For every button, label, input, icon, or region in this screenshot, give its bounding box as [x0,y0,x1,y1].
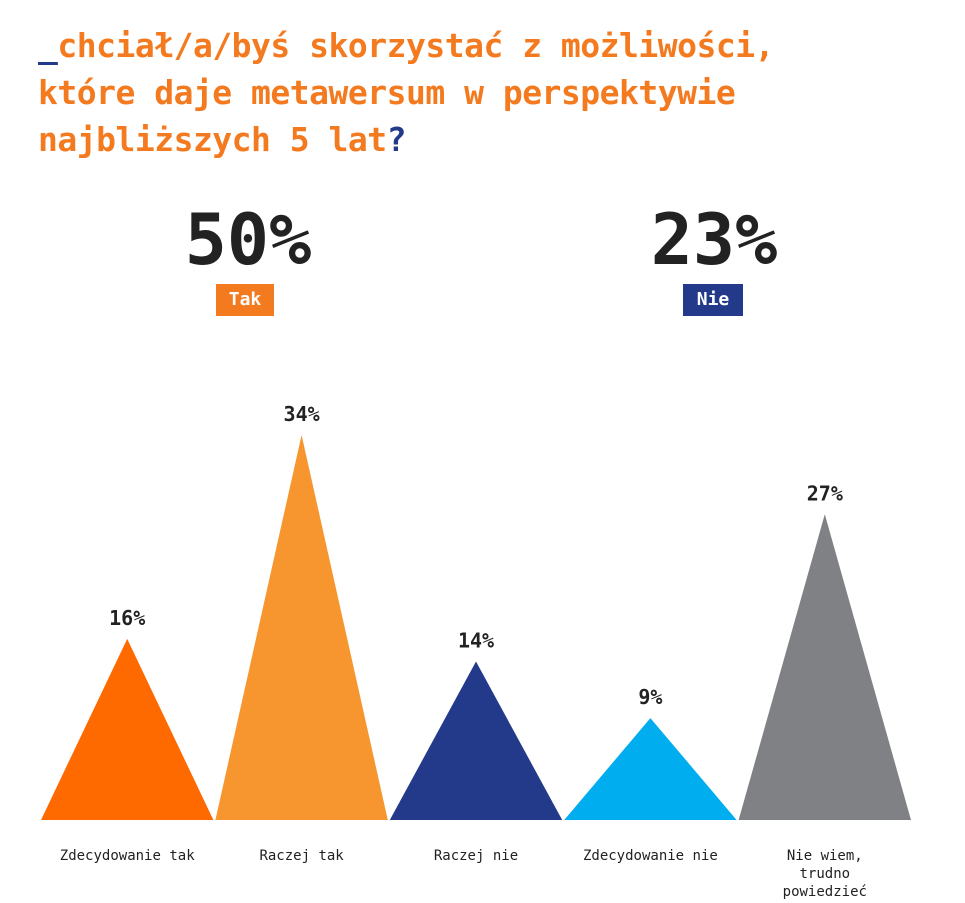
triangle-bar-1 [41,638,214,820]
title-line-2: które daje metawersum w perspektywie [38,73,736,112]
category-label-5: Nie wiem, trudno powiedzieć [783,848,867,900]
triangle-bar-2 [215,435,388,820]
no-badge: Nie [683,284,743,316]
category-label-4: Zdecydowanie nie [583,848,718,864]
title-prefix: _ [38,26,58,65]
category-label-3: Raczej nie [434,848,518,864]
yes-total-percent: 50% [184,199,312,281]
triangle-bar-4 [564,718,737,820]
triangle-bar-3 [389,661,563,820]
triangle-bar-5 [738,514,911,820]
value-label-4: 9% [638,685,662,709]
title-line-1: _chciał/a/byś skorzystać z możliwości, [38,26,774,65]
title-line-3: najbliższych 5 lat? [38,120,407,159]
category-label-2: Raczej tak [259,848,344,864]
yes-badge: Tak [216,284,274,316]
category-label-1: Zdecydowanie tak [60,848,195,864]
value-label-5: 27% [807,481,843,505]
no-total-percent: 23% [650,199,778,281]
value-label-3: 14% [458,628,494,652]
value-label-1: 16% [109,606,145,630]
value-label-2: 34% [284,402,320,426]
chart-title: _chciał/a/byś skorzystać z możliwości, k… [38,22,938,163]
title-question-mark: ? [386,120,407,159]
